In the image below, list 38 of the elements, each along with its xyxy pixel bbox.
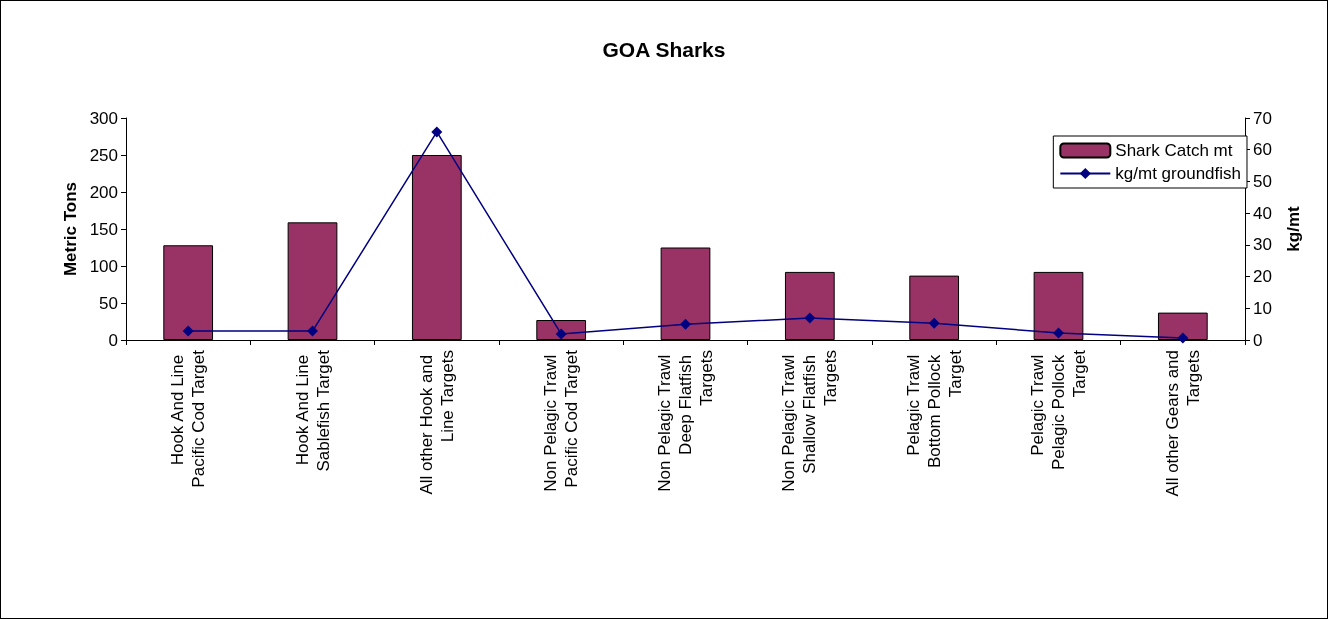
x-tick-label: Non Pelagic Trawl Deep Flatfish Targets (655, 350, 716, 492)
point (182, 325, 194, 337)
y2-tick-label: 60 (1253, 140, 1272, 160)
y-tick-label: 150 (89, 219, 118, 239)
x-tick-label: Pelagic Trawl Pelagic Pollock Target (1028, 349, 1089, 471)
x-tick-label: Pelagic Trawl Bottom Pollock Target (903, 349, 965, 469)
y2-tick-label: 50 (1253, 171, 1272, 191)
x-tick-label: Non Pelagic Trawl Pacific Cod Target (541, 349, 582, 492)
y2-tick-label: 10 (1253, 298, 1272, 318)
y-tick-label: 0 (108, 330, 118, 350)
x-tick-label: All other Gears and Targets (1162, 350, 1203, 497)
point (928, 317, 940, 329)
y-tick-label: 50 (99, 293, 118, 313)
legend-label: kg/mt groundfish (1115, 164, 1242, 183)
y2-tick-label: 70 (1253, 108, 1272, 128)
y-tick-label: 250 (89, 145, 118, 165)
x-tick-label: Hook And Line Pacific Cod Target (168, 349, 209, 488)
point (431, 126, 443, 138)
legend-label: Shark Catch mt (1115, 141, 1233, 160)
point (555, 328, 567, 340)
y2-tick-label: 20 (1253, 267, 1272, 287)
y-tick-label: 100 (89, 256, 118, 276)
point (680, 318, 691, 330)
x-tick-label: All other Hook and Line Targets (416, 350, 457, 495)
y-axis-title: Metric Tons (60, 181, 80, 277)
point (307, 325, 318, 337)
y2-tick-label: 40 (1253, 203, 1272, 223)
y-tick-label: 200 (89, 182, 118, 202)
point (1177, 332, 1189, 344)
y-tick-label: 300 (89, 108, 118, 128)
y2-tick-label: 30 (1253, 235, 1272, 255)
point (1053, 327, 1064, 339)
point (804, 312, 816, 324)
y2-axis-title: kg/mt (1284, 205, 1303, 252)
x-tick-label: Hook And Line Sablefish Target (292, 349, 333, 472)
x-tick-label: Non Pelagic Trawl Shallow Flatfish Targets (779, 350, 841, 492)
y2-tick-label: 0 (1253, 330, 1263, 350)
chart-title: GOA Sharks (602, 38, 726, 61)
